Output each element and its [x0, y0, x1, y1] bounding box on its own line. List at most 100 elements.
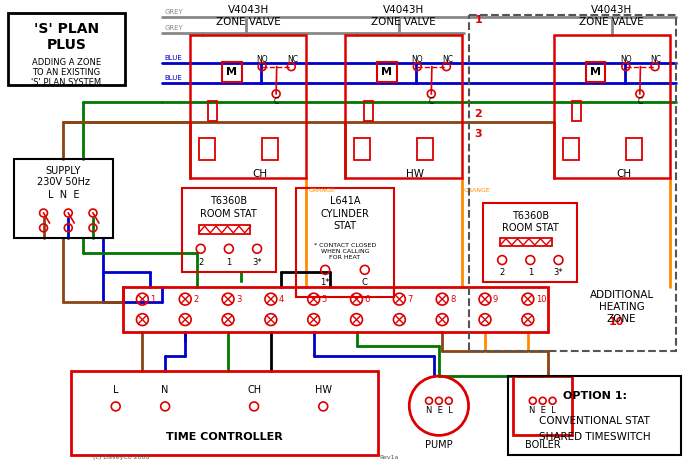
Text: 1: 1 [226, 258, 232, 267]
Text: 10: 10 [609, 317, 624, 327]
Text: (c) DaveyCo 2008: (c) DaveyCo 2008 [93, 454, 149, 460]
Text: 1: 1 [528, 268, 533, 277]
Text: TO AN EXISTING: TO AN EXISTING [32, 68, 100, 77]
Text: HW: HW [406, 169, 424, 179]
Text: 4: 4 [279, 295, 284, 304]
Text: L: L [113, 385, 119, 395]
Bar [199, 138, 215, 160]
Text: V4043H
ZONE VALVE: V4043H ZONE VALVE [371, 5, 435, 27]
Text: C: C [637, 97, 642, 106]
Text: CONVENTIONAL STAT: CONVENTIONAL STAT [539, 416, 650, 425]
Text: 2: 2 [193, 295, 199, 304]
Text: OPTION 1:: OPTION 1: [562, 391, 627, 401]
Text: 8: 8 [450, 295, 455, 304]
Bar [417, 138, 433, 160]
Text: NC: NC [287, 55, 298, 64]
Text: 6: 6 [364, 295, 370, 304]
Bar [123, 287, 548, 332]
Bar [182, 188, 276, 272]
Text: 9: 9 [493, 295, 498, 304]
Text: 2: 2 [198, 258, 204, 267]
Text: L  N  E: L N E [48, 190, 79, 200]
Text: M: M [226, 67, 237, 77]
Text: M: M [382, 67, 393, 77]
Text: ORANGE: ORANGE [464, 188, 491, 193]
Text: CH: CH [247, 385, 261, 395]
Text: BLUE: BLUE [164, 74, 182, 80]
Text: PLUS: PLUS [46, 38, 86, 52]
Text: CH: CH [253, 169, 267, 179]
Text: * CONTACT CLOSED
WHEN CALLING
FOR HEAT: * CONTACT CLOSED WHEN CALLING FOR HEAT [314, 242, 376, 260]
Bar [71, 371, 377, 455]
Text: 1: 1 [475, 15, 482, 25]
Bar [484, 203, 578, 282]
Text: N  E  L: N E L [529, 406, 556, 415]
Text: 3*: 3* [553, 268, 563, 277]
Text: V4043H
ZONE VALVE: V4043H ZONE VALVE [580, 5, 644, 27]
Bar [199, 225, 250, 234]
Bar [500, 238, 552, 246]
Text: 3: 3 [236, 295, 241, 304]
Bar [469, 15, 676, 351]
Bar [563, 138, 579, 160]
Text: N  E  L: N E L [426, 406, 452, 415]
Bar [190, 35, 306, 178]
Text: NO: NO [411, 55, 423, 64]
Bar [364, 101, 373, 121]
Bar [513, 376, 572, 435]
Bar [377, 63, 397, 82]
Text: 230V 50Hz: 230V 50Hz [37, 177, 90, 187]
Text: 1: 1 [150, 295, 155, 304]
Text: C: C [273, 97, 279, 106]
Bar [8, 14, 125, 85]
Text: N: N [161, 385, 169, 395]
Bar [572, 101, 581, 121]
Bar [208, 101, 217, 121]
Bar [14, 159, 112, 238]
Text: 7: 7 [407, 295, 413, 304]
Text: T6360B
ROOM STAT: T6360B ROOM STAT [201, 196, 257, 219]
Text: ORANGE: ORANGE [308, 188, 335, 193]
Bar [222, 63, 242, 82]
Text: T6360B
ROOM STAT: T6360B ROOM STAT [502, 211, 559, 234]
Text: BOILER: BOILER [525, 440, 560, 450]
Text: 2: 2 [475, 109, 482, 119]
Text: GREY: GREY [164, 9, 183, 15]
Bar [355, 138, 370, 160]
Text: GREY: GREY [164, 25, 183, 31]
Text: C: C [362, 278, 368, 287]
Bar [508, 376, 681, 455]
Text: V4043H
ZONE VALVE: V4043H ZONE VALVE [216, 5, 281, 27]
Text: NC: NC [651, 55, 662, 64]
Text: PUMP: PUMP [425, 440, 453, 450]
Text: 'S' PLAN SYSTEM: 'S' PLAN SYSTEM [31, 78, 101, 87]
Text: Rev1a: Rev1a [380, 454, 399, 460]
Text: NO: NO [256, 55, 268, 64]
Bar [553, 35, 670, 178]
Text: 3: 3 [475, 129, 482, 139]
Text: 'S' PLAN: 'S' PLAN [34, 22, 99, 36]
Text: M: M [590, 67, 601, 77]
Text: ADDING A ZONE: ADDING A ZONE [32, 58, 101, 67]
Text: SUPPLY: SUPPLY [46, 167, 81, 176]
Text: C: C [428, 97, 434, 106]
Text: 5: 5 [322, 295, 327, 304]
Text: 10: 10 [535, 295, 546, 304]
Text: 3*: 3* [253, 258, 262, 267]
Text: L641A
CYLINDER
STAT: L641A CYLINDER STAT [321, 196, 369, 231]
Bar [295, 188, 395, 297]
Bar [586, 63, 605, 82]
Text: BLUE: BLUE [164, 55, 182, 61]
Text: 2: 2 [500, 268, 505, 277]
Bar [626, 138, 642, 160]
Text: TIME CONTROLLER: TIME CONTROLLER [166, 431, 283, 442]
Text: HW: HW [315, 385, 332, 395]
Text: NO: NO [620, 55, 631, 64]
Text: 1*: 1* [320, 278, 330, 287]
Text: ADDITIONAL
HEATING
ZONE: ADDITIONAL HEATING ZONE [590, 290, 654, 324]
Text: SHARED TIMESWITCH: SHARED TIMESWITCH [539, 432, 651, 442]
Text: CH: CH [616, 169, 631, 179]
Bar [345, 35, 462, 178]
Text: NC: NC [442, 55, 453, 64]
Bar [262, 138, 278, 160]
